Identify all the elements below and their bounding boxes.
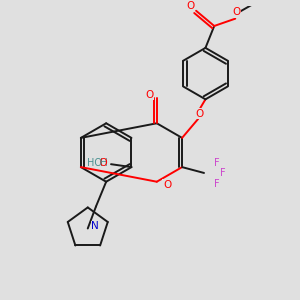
Text: O: O [186, 2, 194, 11]
Text: N: N [91, 221, 99, 231]
Text: O: O [93, 158, 107, 168]
Text: F: F [220, 168, 226, 178]
Text: HO: HO [87, 158, 102, 168]
Text: H: H [100, 158, 107, 168]
Text: O: O [163, 180, 171, 190]
Text: O: O [232, 7, 241, 17]
Text: F: F [214, 179, 220, 189]
Text: F: F [214, 158, 220, 168]
Text: O: O [146, 90, 154, 100]
Text: O: O [196, 109, 204, 118]
